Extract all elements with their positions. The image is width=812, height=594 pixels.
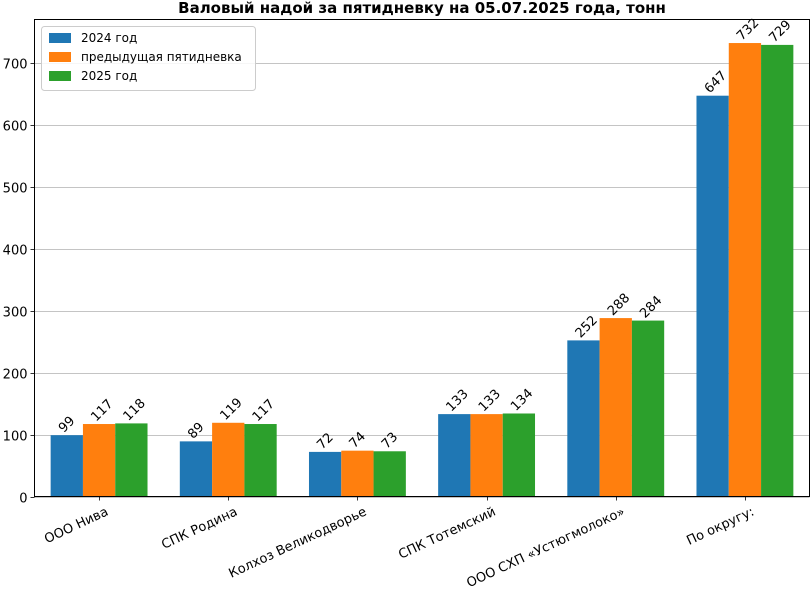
bar bbox=[631, 320, 665, 497]
bar-value-label: 89 bbox=[185, 420, 207, 442]
bar bbox=[373, 451, 406, 497]
grid-lines bbox=[34, 63, 810, 498]
legend: 2024 год предыдущая пятидневка 2025 год bbox=[41, 26, 256, 91]
legend-label: 2024 год bbox=[81, 31, 137, 45]
bar-value-label: 647 bbox=[702, 68, 730, 96]
bar-value-label: 252 bbox=[573, 313, 601, 341]
bar bbox=[341, 450, 374, 497]
x-tick-label: Колхоз Великодворье bbox=[227, 505, 369, 582]
bar bbox=[82, 424, 116, 497]
x-tick-label: ООО Нива bbox=[42, 505, 111, 548]
x-tick-label: По округу: bbox=[685, 505, 757, 549]
legend-label: предыдущая пятидневка bbox=[81, 50, 242, 64]
y-tick-label: 200 bbox=[3, 368, 28, 383]
bar bbox=[696, 95, 729, 497]
y-tick-label: 100 bbox=[3, 430, 28, 445]
bar-value-label: 99 bbox=[56, 414, 78, 436]
bar bbox=[761, 44, 794, 497]
bar bbox=[115, 423, 148, 497]
legend-box bbox=[41, 26, 256, 91]
bar-value-label: 134 bbox=[508, 386, 536, 414]
y-tick-label: 0 bbox=[19, 492, 27, 507]
bar-value-label: 288 bbox=[605, 291, 633, 319]
y-tick-label: 300 bbox=[3, 306, 28, 321]
bar bbox=[470, 414, 503, 497]
legend-swatch bbox=[49, 52, 71, 62]
bar-value-label: 133 bbox=[476, 387, 504, 415]
bar bbox=[567, 340, 600, 497]
bar-value-label: 73 bbox=[379, 430, 401, 452]
legend-swatch bbox=[49, 33, 71, 43]
bar-value-label: 117 bbox=[88, 397, 116, 425]
bar-value-label: 133 bbox=[444, 387, 472, 415]
bar-value-label: 729 bbox=[766, 18, 794, 46]
bar bbox=[438, 414, 471, 497]
bar bbox=[728, 43, 762, 497]
bar bbox=[212, 422, 245, 497]
bar bbox=[50, 435, 83, 497]
bar-value-label: 117 bbox=[250, 397, 278, 425]
y-tick-label: 700 bbox=[3, 58, 28, 73]
bar-value-label: 119 bbox=[217, 395, 245, 423]
legend-swatch bbox=[49, 71, 71, 81]
bar bbox=[599, 318, 632, 497]
bar bbox=[308, 451, 342, 497]
y-tick-label: 600 bbox=[3, 120, 28, 135]
bar bbox=[244, 424, 277, 497]
bar-value-label: 74 bbox=[347, 429, 369, 451]
x-tick-label: СПК Тотемский bbox=[396, 505, 498, 563]
bar bbox=[502, 413, 536, 497]
x-tick-label: СПК Родина bbox=[159, 505, 240, 553]
chart-title: Валовый надой за пятидневку на 05.07.202… bbox=[178, 0, 666, 17]
y-tick-label: 500 bbox=[3, 182, 28, 197]
legend-label: 2025 год bbox=[81, 69, 137, 83]
bars bbox=[50, 43, 794, 497]
bar bbox=[179, 441, 213, 497]
y-tick-label: 400 bbox=[3, 244, 28, 259]
bar-value-label: 118 bbox=[121, 396, 149, 424]
y-axis: 0 100 200 300 400 500 600 700 bbox=[3, 58, 35, 507]
bar-value-label: 72 bbox=[314, 430, 336, 452]
bar-value-label: 284 bbox=[637, 293, 665, 321]
plot-frame bbox=[34, 19, 810, 497]
